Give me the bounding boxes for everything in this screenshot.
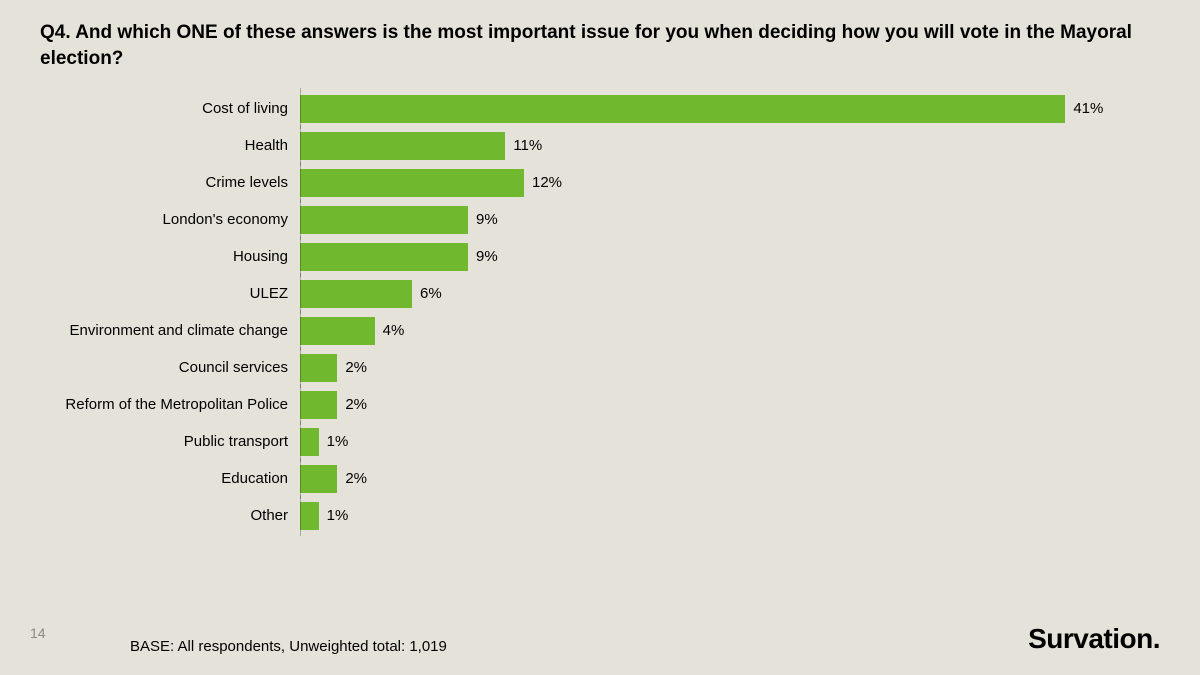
bar-track: 2% [300,386,1200,423]
axis-line [300,495,301,536]
bar-track: 41% [300,90,1200,127]
value-label: 41% [1073,100,1103,117]
axis-line [300,199,301,240]
bar-track: 9% [300,238,1200,275]
bar-track: 6% [300,275,1200,312]
value-label: 6% [420,285,442,302]
chart-title: Q4. And which ONE of these answers is th… [0,20,1200,71]
value-label: 9% [476,211,498,228]
bar [300,280,412,308]
value-label: 9% [476,248,498,265]
bar-track: 1% [300,497,1200,534]
category-label: Crime levels [0,174,300,191]
axis-line [300,458,301,499]
category-label: Public transport [0,433,300,450]
slide-container: Q4. And which ONE of these answers is th… [0,0,1200,675]
value-label: 12% [532,174,562,191]
chart-row: Reform of the Metropolitan Police 2% [0,386,1200,423]
bar [300,243,468,271]
chart-row: Housing 9% [0,238,1200,275]
axis-line [300,347,301,388]
chart-row: Education 2% [0,460,1200,497]
axis-line [300,236,301,277]
bar [300,428,319,456]
axis-line [300,421,301,462]
category-label: Cost of living [0,100,300,117]
category-label: Housing [0,248,300,265]
chart-row: Public transport 1% [0,423,1200,460]
bar [300,354,337,382]
chart-row: Cost of living 41% [0,90,1200,127]
bar-track: 9% [300,201,1200,238]
category-label: Environment and climate change [0,322,300,339]
bar-track: 1% [300,423,1200,460]
chart-row: ULEZ 6% [0,275,1200,312]
value-label: 1% [327,433,349,450]
value-label: 4% [383,322,405,339]
category-label: Education [0,470,300,487]
axis-line [300,88,301,129]
value-label: 2% [345,359,367,376]
bar [300,317,375,345]
category-label: Other [0,507,300,524]
base-text: BASE: All respondents, Unweighted total:… [130,638,447,655]
chart-row: London's economy 9% [0,201,1200,238]
axis-line [300,310,301,351]
chart-row: Council services 2% [0,349,1200,386]
slide-footer: BASE: All respondents, Unweighted total:… [0,623,1200,655]
bar [300,95,1065,123]
chart-row: Health 11% [0,127,1200,164]
bar-track: 4% [300,312,1200,349]
bar-track: 12% [300,164,1200,201]
bar [300,502,319,530]
axis-line [300,162,301,203]
axis-line [300,273,301,314]
category-label: ULEZ [0,285,300,302]
bar [300,391,337,419]
bar [300,132,505,160]
bar-chart: Cost of living 41% Health 11% Crime levels 12… [0,90,1200,605]
category-label: London's economy [0,211,300,228]
bar [300,169,524,197]
bar-track: 2% [300,349,1200,386]
chart-row: Other 1% [0,497,1200,534]
value-label: 2% [345,396,367,413]
value-label: 11% [513,137,542,154]
brand-logo: Survation. [1028,623,1160,655]
chart-row: Crime levels 12% [0,164,1200,201]
value-label: 1% [327,507,349,524]
bar-track: 2% [300,460,1200,497]
bar-track: 11% [300,127,1200,164]
axis-line [300,384,301,425]
axis-line [300,125,301,166]
chart-row: Environment and climate change 4% [0,312,1200,349]
bar [300,465,337,493]
category-label: Council services [0,359,300,376]
category-label: Health [0,137,300,154]
category-label: Reform of the Metropolitan Police [0,396,300,413]
value-label: 2% [345,470,367,487]
bar [300,206,468,234]
